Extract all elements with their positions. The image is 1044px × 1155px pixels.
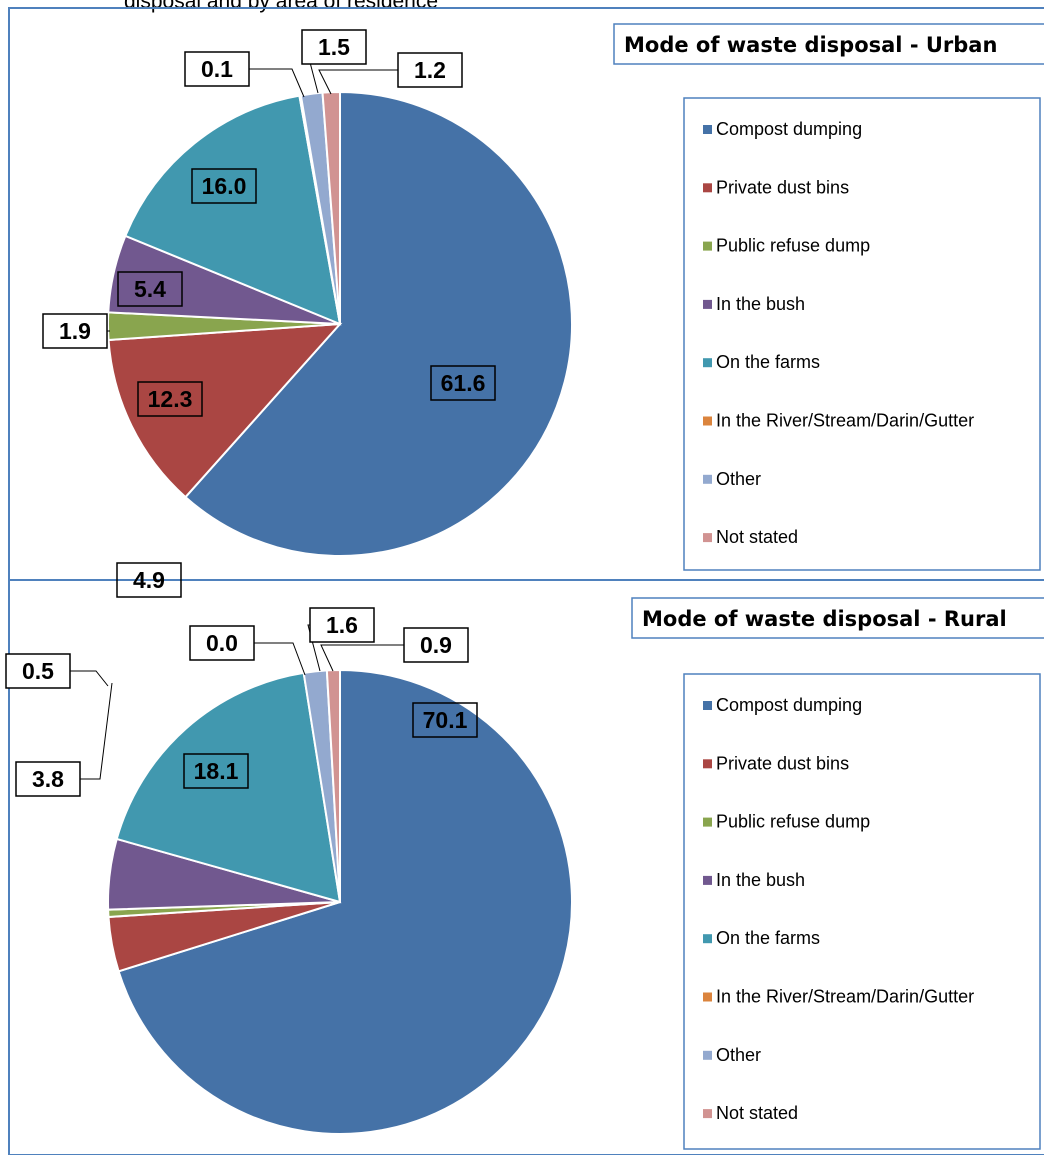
data-label-box — [191, 168, 257, 204]
chart-panel-urban: 61.6 12.3 1.9 5.4 16.0 0.1 1.5 1.2 Mode of waste… — [8, 7, 1044, 581]
data-label-box — [403, 627, 469, 663]
legend-entry-not-stated: Not stated — [716, 527, 798, 547]
legend-swatch-compost-dumping — [703, 125, 712, 134]
leader-line — [242, 68, 305, 98]
chart-title-box — [631, 597, 1044, 639]
legend-entry-in-the-river-stream-darin-gutter: In the River/Stream/Darin/Gutter — [716, 987, 974, 1007]
legend-entry-other: Other — [716, 469, 761, 489]
legend-entry-compost-dumping: Compost dumping — [716, 119, 862, 139]
data-label-box — [117, 271, 183, 307]
legend-swatch-not-stated — [703, 1109, 712, 1119]
legend-entry-in-the-bush: In the bush — [716, 294, 805, 314]
legend-swatch-public-refuse-dump — [703, 817, 712, 827]
legend-entry-other: Other — [716, 1045, 761, 1065]
pie-slice-not-stated — [325, 668, 341, 903]
data-label-private-dust-bins: 3.8 — [32, 766, 64, 792]
pie-slice-private-dust-bins — [107, 322, 343, 499]
legend-entry-not-stated: Not stated — [716, 1103, 798, 1123]
legend-entry-in-the-bush: In the bush — [716, 870, 805, 890]
leader-line — [63, 670, 109, 687]
chart-title: Mode of waste disposal - Rural — [642, 607, 1007, 631]
chart-title: Mode of waste disposal - Urban — [624, 33, 997, 57]
data-label-not-stated: 0.9 — [420, 632, 452, 658]
data-label-public-refuse-dump: 1.9 — [59, 318, 91, 344]
legend-entry-private-dust-bins: Private dust bins — [716, 177, 849, 197]
data-label-not-stated: 1.2 — [414, 57, 446, 83]
legend-entry-compost-dumping: Compost dumping — [716, 695, 862, 715]
legend-swatch-compost-dumping — [703, 701, 712, 710]
data-label-box — [309, 607, 375, 643]
leader-line — [73, 682, 113, 780]
legend-swatch-private-dust-bins — [703, 183, 712, 193]
pie-slice-compost-dumping — [184, 90, 573, 557]
legend-swatch-other — [703, 1050, 712, 1060]
data-label-box — [430, 365, 496, 401]
chart-panel-rural: 70.1 3.8 0.5 4.9 18.1 0.0 1.6 0.9 Mode of waste … — [5, 562, 1044, 1155]
data-label-box — [189, 625, 255, 661]
legend-swatch-not-stated — [703, 533, 712, 543]
data-label-box — [412, 702, 478, 738]
data-label-public-refuse-dump: 0.5 — [22, 658, 54, 684]
data-label-box — [42, 313, 108, 349]
data-label-private-dust-bins: 12.3 — [148, 386, 193, 412]
chart-title-box — [613, 23, 1044, 65]
data-label-box — [183, 753, 249, 789]
legend-swatch-on-the-farms — [703, 934, 712, 944]
data-label-compost-dumping: 61.6 — [441, 370, 486, 396]
data-label-in-the-river-stream-darin-gutter: 0.0 — [206, 630, 238, 656]
data-label-box — [137, 381, 203, 417]
data-label-on-the-farms: 16.0 — [202, 173, 247, 199]
panel-border — [8, 579, 1044, 1155]
legend-swatch-public-refuse-dump — [703, 241, 712, 251]
data-label-compost-dumping: 70.1 — [423, 707, 468, 733]
data-label-in-the-river-stream-darin-gutter: 0.1 — [201, 56, 233, 82]
legend-box — [683, 673, 1041, 1150]
leader-line — [247, 642, 306, 676]
legend-entry-on-the-farms: On the farms — [716, 352, 820, 372]
legend-swatch-in-the-river-stream-darin-gutter — [703, 416, 712, 426]
page-caption: disposal and by area of residence — [124, 0, 439, 13]
data-label-box — [116, 562, 182, 598]
data-label-box — [301, 29, 367, 65]
pie-slice-compost-dumping — [117, 668, 573, 1135]
data-label-in-the-bush: 5.4 — [134, 276, 166, 302]
data-label-on-the-farms: 18.1 — [194, 758, 239, 784]
legend-swatch-in-the-bush — [703, 875, 712, 885]
data-label-other: 1.6 — [326, 612, 358, 638]
data-label-box — [397, 52, 463, 88]
legend-swatch-in-the-bush — [703, 299, 712, 309]
legend-entry-public-refuse-dump: Public refuse dump — [716, 812, 870, 832]
data-label-box — [5, 653, 71, 689]
legend-box — [683, 97, 1041, 571]
legend-swatch-in-the-river-stream-darin-gutter — [703, 992, 712, 1002]
legend-entry-on-the-farms: On the farms — [716, 928, 820, 948]
legend-swatch-on-the-farms — [703, 358, 712, 368]
data-label-other: 1.5 — [318, 34, 350, 60]
pie-slice-on-the-farms — [124, 94, 342, 326]
legend-entry-in-the-river-stream-darin-gutter: In the River/Stream/Darin/Gutter — [716, 411, 974, 431]
data-label-box — [15, 761, 81, 797]
data-label-in-the-bush: 4.9 — [133, 567, 165, 593]
legend-entry-private-dust-bins: Private dust bins — [716, 753, 849, 773]
legend-swatch-other — [703, 474, 712, 484]
legend-swatch-private-dust-bins — [703, 759, 712, 769]
pie-slice-not-stated — [321, 90, 341, 325]
data-label-box — [184, 51, 250, 87]
legend-entry-public-refuse-dump: Public refuse dump — [716, 236, 870, 256]
